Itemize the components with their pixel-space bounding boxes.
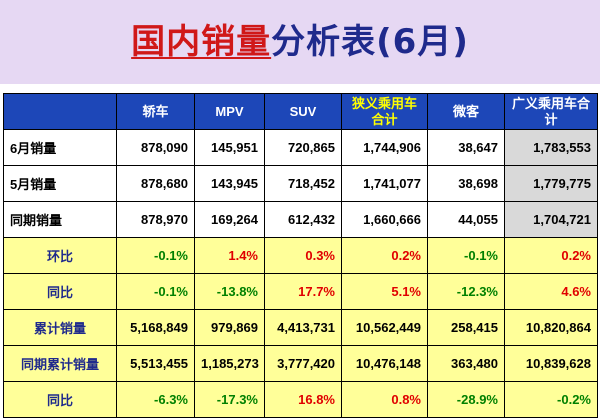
table-row: 同期累计销量 5,513,455 1,185,273 3,777,420 10,476,… xyxy=(3,345,598,382)
table-cell: -13.8% xyxy=(194,273,265,310)
row-label: 累计销量 xyxy=(3,309,117,346)
table-cell: -12.3% xyxy=(427,273,505,310)
table-cell: 0.2% xyxy=(504,237,598,274)
row-label: 环比 xyxy=(3,237,117,274)
table-cell: 0.3% xyxy=(264,237,342,274)
table-cell: 1,185,273 xyxy=(194,345,265,382)
table-row: 累计销量 5,168,849 979,869 4,413,731 10,562,449 2… xyxy=(3,309,598,346)
row-label: 5月销量 xyxy=(3,165,117,202)
row-label: 同期销量 xyxy=(3,201,117,238)
row-label: 同比 xyxy=(3,381,117,418)
header-row: 轿车 MPV SUV 狭义乘用车 合计 微客 广义乘用车合计 xyxy=(3,93,598,130)
table-cell: 363,480 xyxy=(427,345,505,382)
table-row: 同期销量 878,970 169,264 612,432 1,660,666 44,055… xyxy=(3,201,598,238)
table-cell: 258,415 xyxy=(427,309,505,346)
header-mpv: MPV xyxy=(194,93,265,130)
table-cell: 5.1% xyxy=(341,273,428,310)
table-cell: 143,945 xyxy=(194,165,265,202)
table-cell: 1,741,077 xyxy=(341,165,428,202)
table-cell: 718,452 xyxy=(264,165,342,202)
table-cell: 38,647 xyxy=(427,129,505,166)
title-band xyxy=(0,0,600,84)
table-cell: 3,777,420 xyxy=(264,345,342,382)
table-cell: -17.3% xyxy=(194,381,265,418)
table-cell: 0.8% xyxy=(341,381,428,418)
table-cell: 44,055 xyxy=(427,201,505,238)
table-row: 环比 -0.1% 1.4% 0.3% 0.2% -0.1% 0.2% xyxy=(3,237,598,274)
table-cell: 17.7% xyxy=(264,273,342,310)
table-cell: 878,680 xyxy=(116,165,195,202)
table-cell: 10,562,449 xyxy=(341,309,428,346)
table-cell: 0.2% xyxy=(341,237,428,274)
row-label: 同比 xyxy=(3,273,117,310)
table-cell: 1.4% xyxy=(194,237,265,274)
table-cell: -28.9% xyxy=(427,381,505,418)
table-cell: 4.6% xyxy=(504,273,598,310)
header-microvan: 微客 xyxy=(427,93,505,130)
header-sedan: 轿车 xyxy=(116,93,195,130)
table-row: 同比 -0.1% -13.8% 17.7% 5.1% -12.3% 4.6% xyxy=(3,273,598,310)
table-cell: -6.3% xyxy=(116,381,195,418)
table-cell: 720,865 xyxy=(264,129,342,166)
row-label: 同期累计销量 xyxy=(3,345,117,382)
table-cell: -0.1% xyxy=(427,237,505,274)
row-label: 6月销量 xyxy=(3,129,117,166)
table-row: 6月销量 878,090 145,951 720,865 1,744,906 38,647… xyxy=(3,129,598,166)
table-cell: -0.2% xyxy=(504,381,598,418)
table-cell: 5,168,849 xyxy=(116,309,195,346)
header-suv: SUV xyxy=(264,93,342,130)
table-cell: 1,783,553 xyxy=(504,129,598,166)
table-cell: 16.8% xyxy=(264,381,342,418)
table-cell: 1,704,721 xyxy=(504,201,598,238)
page-title: 国内销量分析表(6月) xyxy=(0,14,600,63)
table-cell: 10,476,148 xyxy=(341,345,428,382)
table-cell: 10,839,628 xyxy=(504,345,598,382)
title-highlight: 国内销量 xyxy=(131,22,272,62)
header-narrow-total: 狭义乘用车 合计 xyxy=(341,93,428,130)
table-cell: -0.1% xyxy=(116,237,195,274)
table-row: 同比 -6.3% -17.3% 16.8% 0.8% -28.9% -0.2% xyxy=(3,381,598,418)
table-cell: 38,698 xyxy=(427,165,505,202)
table-cell: 1,744,906 xyxy=(341,129,428,166)
table-cell: 5,513,455 xyxy=(116,345,195,382)
sales-table: 轿车 MPV SUV 狭义乘用车 合计 微客 广义乘用车合计 6月销量 878,09… xyxy=(3,93,598,418)
table-cell: 4,413,731 xyxy=(264,309,342,346)
header-corner xyxy=(3,93,117,130)
title-rest: 分析表(6月) xyxy=(271,22,469,62)
table-cell: 979,869 xyxy=(194,309,265,346)
table-cell: -0.1% xyxy=(116,273,195,310)
table-cell: 169,264 xyxy=(194,201,265,238)
table-cell: 1,660,666 xyxy=(341,201,428,238)
header-broad-total: 广义乘用车合计 xyxy=(504,93,598,130)
table-cell: 612,432 xyxy=(264,201,342,238)
table-cell: 1,779,775 xyxy=(504,165,598,202)
table-row: 5月销量 878,680 143,945 718,452 1,741,077 38,698… xyxy=(3,165,598,202)
table-cell: 878,090 xyxy=(116,129,195,166)
table-cell: 145,951 xyxy=(194,129,265,166)
table-cell: 878,970 xyxy=(116,201,195,238)
table-cell: 10,820,864 xyxy=(504,309,598,346)
